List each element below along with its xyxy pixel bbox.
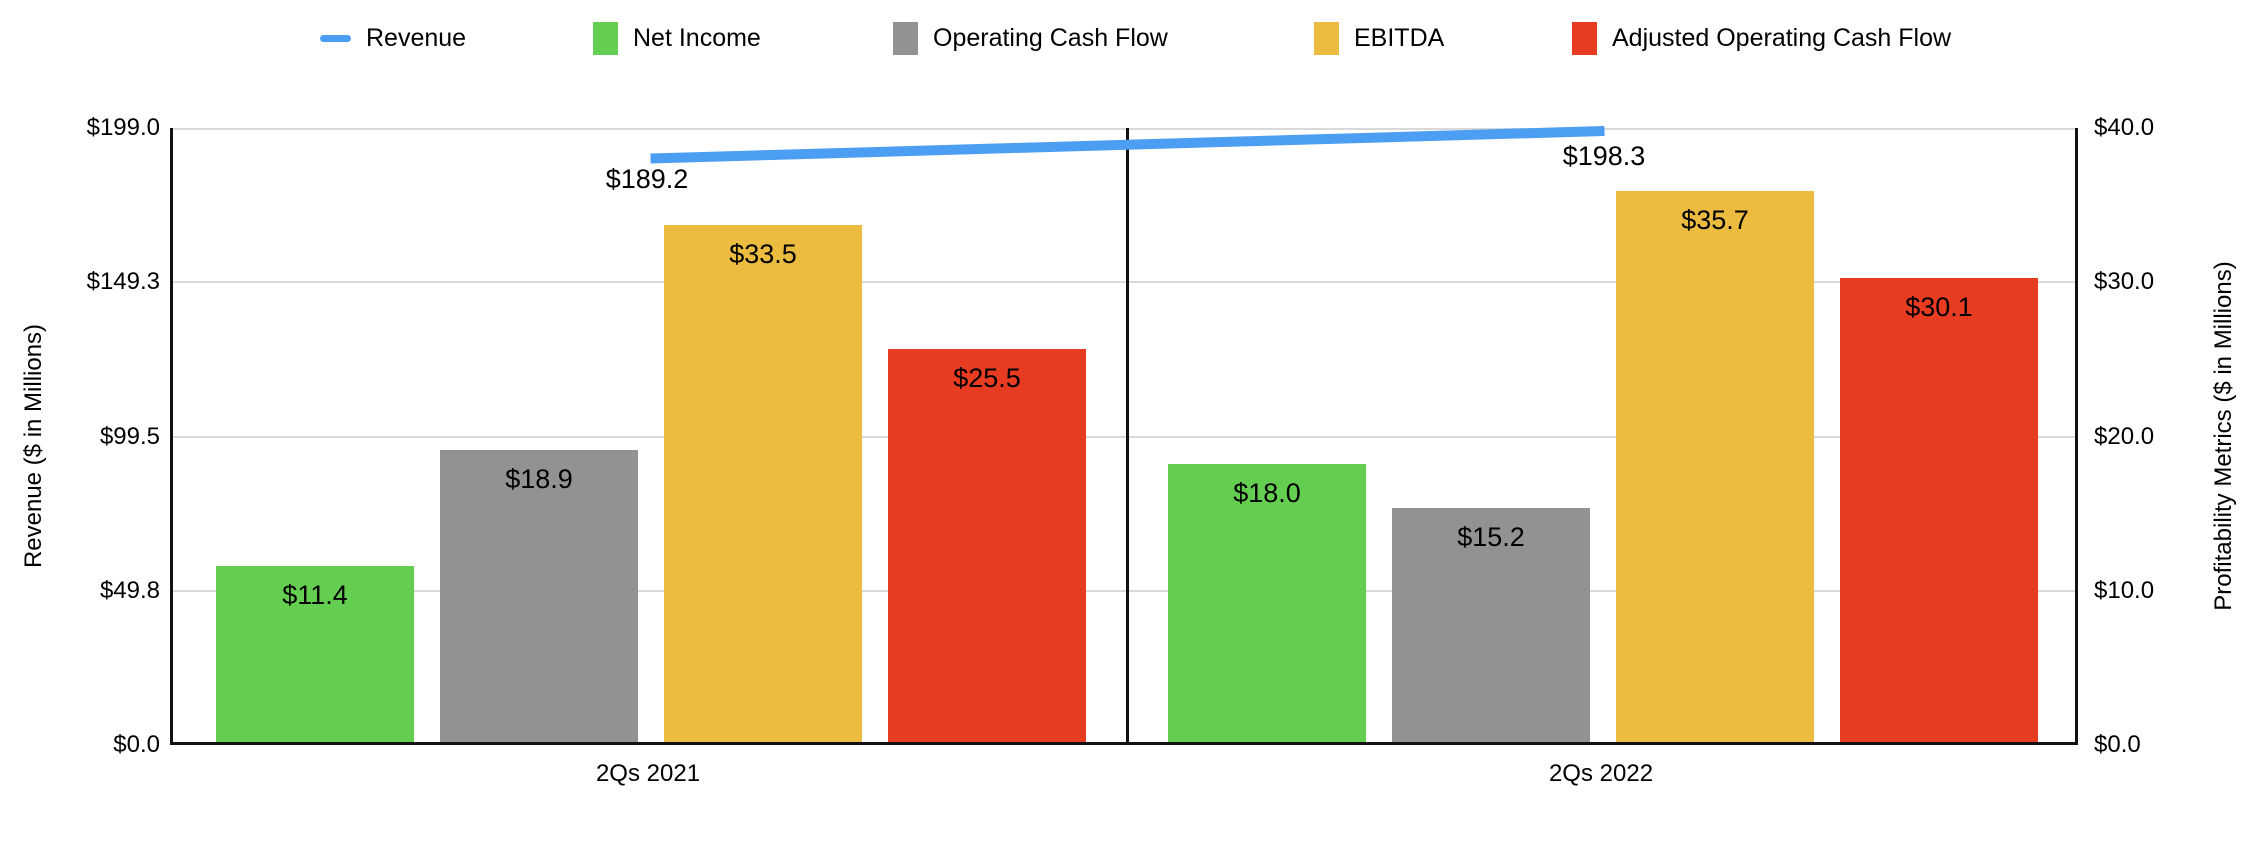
revenue-line-swatch-icon xyxy=(320,35,351,42)
legend-item-adjusted-operating-cash-flow: Adjusted Operating Cash Flow xyxy=(1572,22,1951,55)
adjusted-operating-cash-flow-swatch-icon xyxy=(1572,22,1597,55)
period-divider-line xyxy=(1126,128,1129,742)
revenue-value-label-2022: $198.3 xyxy=(1562,141,1646,171)
bar-net-income-2021: $11.4 xyxy=(216,566,414,742)
bar-ebitda-2021: $33.5 xyxy=(664,225,862,742)
left-axis-tick-99: $99.5 xyxy=(99,423,160,450)
gridline-top xyxy=(173,128,2075,130)
ebitda-swatch-icon xyxy=(1314,22,1339,55)
bar-value-label: $15.2 xyxy=(1457,522,1525,552)
left-axis-tick-199: $199.0 xyxy=(86,114,160,141)
right-axis-tick-40: $40.0 xyxy=(2094,114,2155,141)
right-axis-tick-30: $30.0 xyxy=(2094,268,2155,295)
operating-cash-flow-swatch-icon xyxy=(893,22,918,55)
revenue-value-label-2021: $189.2 xyxy=(605,164,689,194)
bar-ebitda-2022: $35.7 xyxy=(1616,191,1814,742)
legend-item-ebitda: EBITDA xyxy=(1314,22,1444,55)
plot-area: $11.4 $18.9 $33.5 $25.5 $18.0 $15.2 $35.… xyxy=(170,126,2078,745)
legend-label-operating-cash-flow: Operating Cash Flow xyxy=(933,24,1168,52)
bar-value-label: $18.9 xyxy=(505,464,573,494)
right-axis-tick-10: $10.0 xyxy=(2094,577,2155,604)
chart-legend: Revenue Net Income Operating Cash Flow E… xyxy=(0,0,2262,70)
bar-value-label: $11.4 xyxy=(282,580,348,610)
gridline-2 xyxy=(173,281,2075,283)
legend-label-ebitda: EBITDA xyxy=(1354,24,1445,52)
net-income-swatch-icon xyxy=(593,22,618,55)
bar-net-income-2022: $18.0 xyxy=(1168,464,1366,742)
legend-label-net-income: Net Income xyxy=(633,24,761,52)
legend-label-revenue: Revenue xyxy=(366,24,467,52)
legend-label-adjusted-operating-cash-flow: Adjusted Operating Cash Flow xyxy=(1612,24,1952,52)
legend-item-net-income: Net Income xyxy=(593,22,761,55)
left-axis-tick-49: $49.8 xyxy=(99,577,160,604)
bar-value-label: $18.0 xyxy=(1233,478,1301,508)
bar-value-label: $30.1 xyxy=(1905,292,1973,322)
category-label-2qs-2021: 2Qs 2021 xyxy=(595,760,701,787)
bar-operating-cash-flow-2021: $18.9 xyxy=(440,450,638,742)
left-axis-tick-149: $149.3 xyxy=(86,268,160,295)
bar-adjusted-operating-cash-flow-2021: $25.5 xyxy=(888,349,1086,742)
bar-value-label: $33.5 xyxy=(729,239,797,269)
gridline-4 xyxy=(173,590,2075,592)
bar-operating-cash-flow-2022: $15.2 xyxy=(1392,508,1590,742)
right-axis-title: Profitability Metrics ($ in Millions) xyxy=(2210,261,2237,611)
right-axis-tick-0: $0.0 xyxy=(2094,731,2141,758)
gridline-3 xyxy=(173,436,2075,438)
left-axis-title: Revenue ($ in Millions) xyxy=(20,323,47,569)
bar-adjusted-operating-cash-flow-2022: $30.1 xyxy=(1840,278,2038,742)
bar-value-label: $25.5 xyxy=(953,363,1021,393)
right-axis-tick-20: $20.0 xyxy=(2094,423,2155,450)
legend-item-revenue: Revenue xyxy=(320,22,466,55)
bar-value-label: $35.7 xyxy=(1681,205,1749,235)
left-axis-tick-0: $0.0 xyxy=(113,731,160,758)
legend-item-operating-cash-flow: Operating Cash Flow xyxy=(893,22,1168,55)
category-label-2qs-2022: 2Qs 2022 xyxy=(1548,760,1654,787)
